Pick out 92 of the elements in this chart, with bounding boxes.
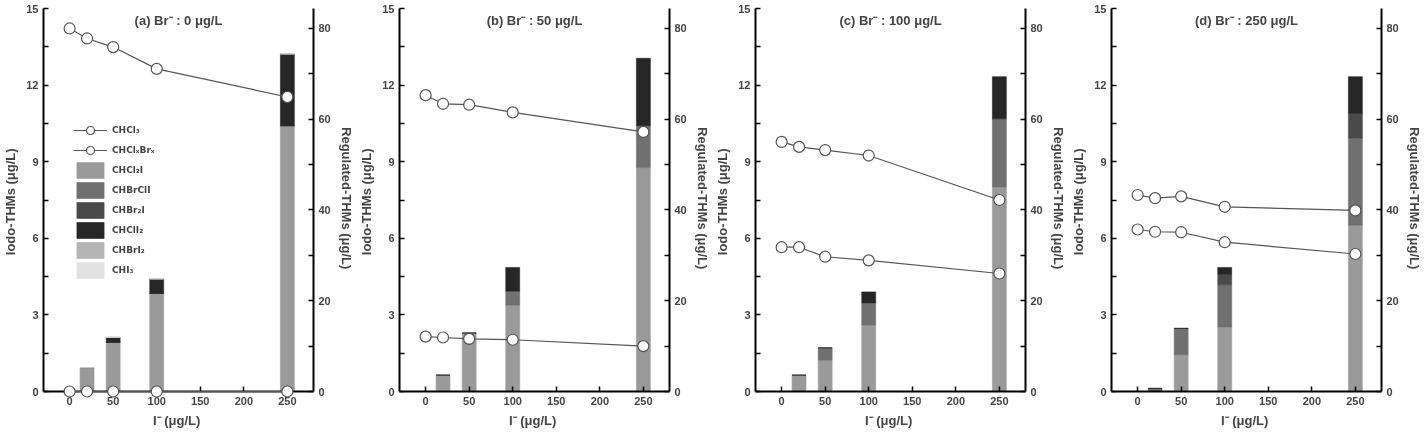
y-tick-label: 6 [1100,232,1107,245]
legend-label: CHCl₂I [112,163,144,177]
y2-tick-label: 20 [318,294,331,307]
x-tick-label: 50 [463,394,476,407]
y-tick-label: 15 [26,2,39,15]
y2-tick-label: 0 [318,385,325,398]
y-tick-label: 0 [32,385,39,398]
y-axis-title: Iodo-THMs (μg/L) [3,148,19,256]
y-tick-label: 3 [32,308,39,321]
y-tick-label: 15 [738,2,751,15]
y2-tick-label: 80 [1386,22,1399,35]
y2-tick-label: 80 [318,22,331,35]
chart-title: (c) Br⁻ : 100 μg/L [839,12,942,28]
x-axis-title: I⁻ (μg/L) [1221,412,1269,428]
x-tick-label: 100 [1215,394,1234,407]
y2-tick-label: 40 [1386,203,1399,216]
x-tick-label: 150 [1259,394,1278,407]
y2-tick-label: 80 [674,22,687,35]
chart-title: (d) Br⁻ : 250 μg/L [1195,12,1299,28]
y-tick-label: 6 [32,232,39,245]
x-tick-label: 250 [634,394,653,407]
chart-title: (a) Br⁻ : 0 μg/L [134,12,223,28]
y2-axis-title: Regulated-THMs (μg/L) [694,127,710,270]
legend-label: CHBrClI [112,183,151,197]
x-tick-label: 200 [234,394,254,407]
y2-tick-label: 60 [318,113,331,126]
y2-tick-label: 80 [1030,22,1043,35]
legend-label: CHClₓBrₓ [112,143,155,157]
y-axis-title: Iodo-THMs (μg/L) [1071,148,1087,256]
y-tick-label: 3 [1100,308,1107,321]
y2-tick-label: 0 [1386,385,1393,398]
x-tick-label: 100 [859,394,878,407]
y-tick-label: 15 [382,2,395,15]
y2-tick-label: 40 [1030,203,1043,216]
y2-tick-label: 60 [674,113,687,126]
y-tick-label: 6 [388,232,395,245]
y2-tick-label: 20 [1030,294,1043,307]
legend-label: CHClI₂ [112,223,144,237]
legend-label: CHCl₃ [112,123,140,137]
legend-label: CHBr₂I [112,203,145,217]
x-tick-label: 50 [819,394,832,407]
y-tick-label: 9 [744,155,751,168]
y-tick-label: 0 [744,385,751,398]
y-tick-label: 12 [382,79,395,92]
y-axis-title: Iodo-THMs (μg/L) [359,148,375,256]
y2-axis-title: Regulated-THMs (μg/L) [338,127,354,270]
y-tick-label: 9 [32,155,39,168]
y2-tick-label: 40 [674,203,687,216]
x-tick-label: 0 [778,394,785,407]
y2-tick-label: 60 [1030,113,1043,126]
x-axis-title: I⁻ (μg/L) [509,412,557,428]
y-tick-label: 12 [738,79,751,92]
x-tick-label: 0 [422,394,429,407]
x-tick-label: 200 [946,394,966,407]
y-tick-label: 9 [388,155,395,168]
y-tick-label: 0 [1100,385,1107,398]
y2-tick-label: 0 [674,385,681,398]
x-tick-label: 200 [1302,394,1322,407]
x-tick-label: 250 [278,394,297,407]
legend-label: CHI₃ [112,263,134,277]
x-tick-label: 0 [66,394,73,407]
y2-tick-label: 60 [1386,113,1399,126]
y-tick-label: 3 [744,308,751,321]
x-tick-label: 50 [107,394,120,407]
y2-tick-label: 20 [674,294,687,307]
y2-tick-label: 40 [318,203,331,216]
x-tick-label: 150 [903,394,922,407]
y-tick-label: 9 [1100,155,1107,168]
x-tick-label: 50 [1175,394,1188,407]
y2-axis-title: Regulated-THMs (μg/L) [1050,127,1066,270]
y-tick-label: 12 [1094,79,1107,92]
chart-title: (b) Br⁻ : 50 μg/L [486,12,583,28]
y-tick-label: 15 [1094,2,1107,15]
x-axis-title: I⁻ (μg/L) [865,412,913,428]
x-tick-label: 100 [503,394,522,407]
y2-axis-title: Regulated-THMs (μg/L) [1406,127,1422,270]
y-tick-label: 12 [26,79,39,92]
x-tick-label: 0 [1134,394,1141,407]
x-tick-label: 150 [191,394,210,407]
y2-tick-label: 20 [1386,294,1399,307]
y-tick-label: 0 [388,385,395,398]
y-tick-label: 6 [744,232,751,245]
x-axis-title: I⁻ (μg/L) [153,412,201,428]
x-tick-label: 200 [590,394,610,407]
y-tick-label: 3 [388,308,395,321]
y2-tick-label: 0 [1030,385,1037,398]
x-tick-label: 250 [1346,394,1365,407]
x-tick-label: 250 [990,394,1009,407]
legend-label: CHBrI₂ [112,243,145,257]
y-axis-title: Iodo-THMs (μg/L) [715,148,731,256]
x-tick-label: 100 [147,394,166,407]
x-tick-label: 150 [547,394,566,407]
